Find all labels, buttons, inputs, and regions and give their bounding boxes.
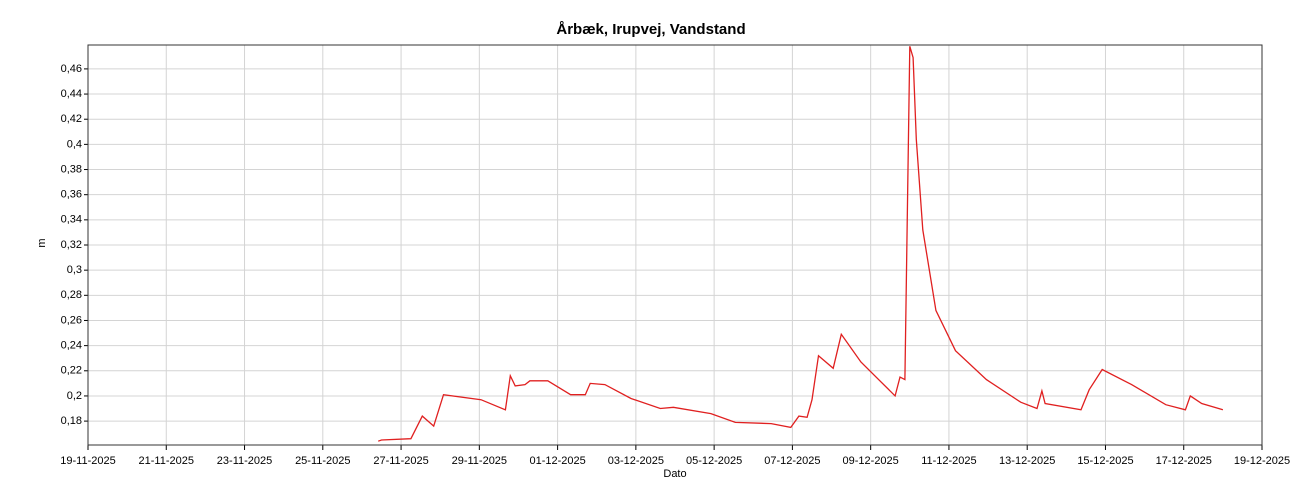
x-tick-label: 07-12-2025 [764, 455, 820, 467]
x-tick-label: 05-12-2025 [686, 455, 742, 467]
x-tick-label: 17-12-2025 [1156, 455, 1212, 467]
plot-frame [87, 44, 1263, 446]
x-tick-label: 25-11-2025 [295, 455, 350, 467]
x-tick-label: 19-12-2025 [1234, 455, 1290, 467]
data-line [377, 46, 1224, 442]
x-tick-label: 11-12-2025 [921, 455, 976, 467]
x-tick-label: 13-12-2025 [999, 455, 1055, 467]
y-tick-label: 0,32 [61, 239, 82, 251]
x-tick-label: 01-12-2025 [529, 455, 585, 467]
y-tick-label: 0,24 [61, 340, 82, 352]
y-tick-label: 0,44 [61, 88, 82, 100]
y-tick-label: 0,34 [61, 214, 82, 226]
y-tick-label: 0,26 [61, 314, 82, 326]
x-tick-label: 23-11-2025 [217, 455, 272, 467]
x-tick-label: 03-12-2025 [608, 455, 664, 467]
y-tick-label: 0,38 [61, 163, 82, 175]
x-tick-label: 19-11-2025 [60, 455, 115, 467]
chart-title: Årbæk, Irupvej, Vandstand [556, 21, 745, 38]
y-tick-label: 0,18 [61, 415, 82, 427]
y-tick-label: 0,4 [67, 138, 82, 150]
x-tick-label: 27-11-2025 [373, 455, 428, 467]
x-axis-label: Dato [663, 468, 686, 480]
y-axis-label: m [36, 238, 48, 247]
x-tick-label: 09-12-2025 [843, 455, 899, 467]
x-tick-label: 29-11-2025 [452, 455, 507, 467]
y-tick-label: 0,46 [61, 63, 82, 75]
y-tick-label: 0,3 [67, 264, 82, 276]
y-tick-label: 0,36 [61, 189, 82, 201]
x-tick-label: 15-12-2025 [1077, 455, 1133, 467]
y-tick-label: 0,42 [61, 113, 82, 125]
y-tick-label: 0,2 [67, 390, 82, 402]
y-tick-label: 0,22 [61, 365, 82, 377]
y-tick-label: 0,28 [61, 289, 82, 301]
x-tick-label: 21-11-2025 [139, 455, 194, 467]
